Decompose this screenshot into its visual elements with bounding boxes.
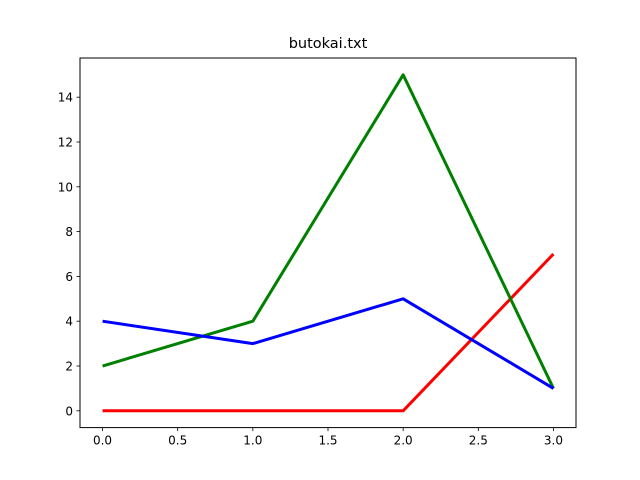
x-tick-label: 0.5 [168, 434, 187, 448]
y-axis: 0 2 4 6 8 10 12 14 [58, 91, 80, 418]
y-tick-label: 0 [65, 404, 73, 418]
series-0-line [102, 252, 555, 413]
x-tick-label: 1.5 [318, 434, 337, 448]
series-2-line [102, 297, 555, 390]
series-1-line [102, 73, 555, 390]
y-tick-label: 8 [65, 225, 73, 239]
chart-title: butokai.txt [289, 36, 368, 52]
y-tick-label: 2 [65, 360, 73, 374]
y-tick-label: 12 [58, 136, 73, 150]
x-tick-label: 3.0 [544, 434, 563, 448]
y-tick-label: 4 [65, 315, 73, 329]
x-tick-label: 2.5 [469, 434, 488, 448]
x-tick-label: 0.0 [93, 434, 112, 448]
y-tick-label: 14 [58, 91, 73, 105]
series-layer [102, 73, 555, 413]
x-tick-label: 1.0 [243, 434, 262, 448]
x-tick-label: 2.0 [394, 434, 413, 448]
axes-frame [79, 57, 577, 429]
y-tick-label: 10 [58, 180, 73, 194]
x-axis: 0.0 0.5 1.0 1.5 2.0 2.5 3.0 [93, 427, 563, 448]
y-tick-label: 6 [65, 270, 73, 284]
